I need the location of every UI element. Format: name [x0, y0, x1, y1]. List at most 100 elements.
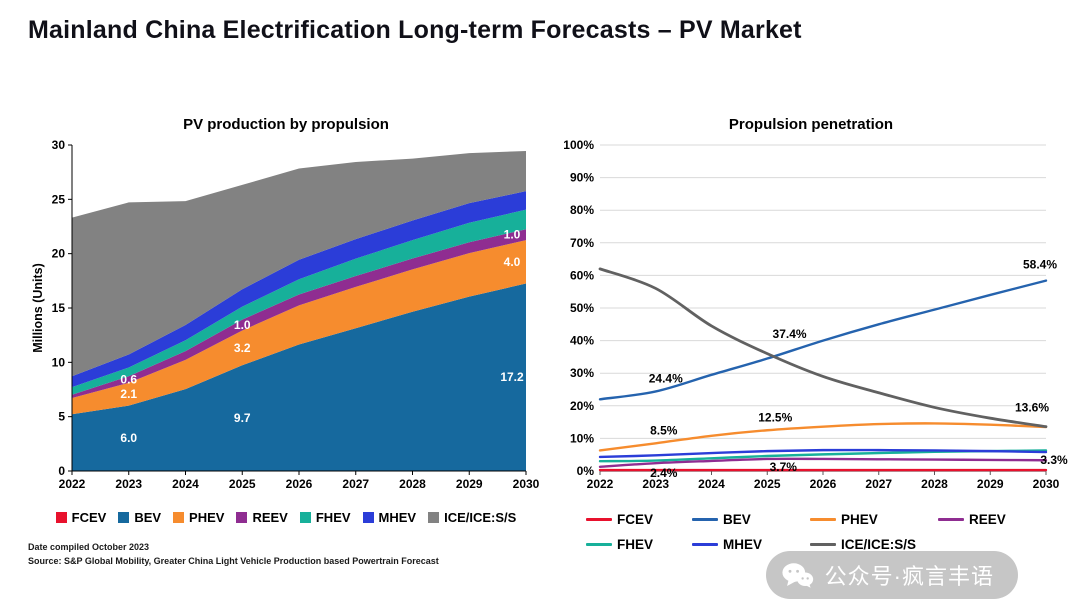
- annotation-13-6pct: 13.6%: [1015, 401, 1049, 415]
- legend-label-phev: PHEV: [841, 512, 878, 527]
- area-reev: [72, 229, 526, 398]
- svg-text:2028: 2028: [399, 477, 426, 491]
- legend-marker-reev: [938, 517, 964, 522]
- value-label-bev-2023: 6.0: [120, 431, 137, 445]
- svg-text:2027: 2027: [865, 477, 892, 491]
- annotation-3-7pct: 3.7%: [770, 460, 798, 474]
- footer-notes: Date compiled October 2023 Source: S&P G…: [28, 541, 439, 568]
- line-bev: [598, 279, 1048, 401]
- svg-text:2026: 2026: [810, 477, 837, 491]
- value-label-bev-2025: 9.7: [234, 411, 251, 425]
- annotation-3-3pct: 3.3%: [1040, 453, 1068, 467]
- pv-production-chart-panel: PV production by propulsion 0 5 10 15 20 25 30…: [30, 116, 542, 499]
- area-mhev: [72, 191, 526, 388]
- legend-marker-fcev: [55, 512, 67, 523]
- legend-item-reev: REEV: [938, 512, 1006, 527]
- legend-label-phev: PHEV: [189, 510, 225, 525]
- legend-item-mhev: MHEV: [692, 537, 810, 552]
- svg-text:2029: 2029: [456, 477, 483, 491]
- right-chart-legend: FCEV BEV PHEV REEV FHEV MHEV ICE/ICE:S/S: [586, 512, 1006, 552]
- legend-label-mhev: MHEV: [723, 537, 763, 552]
- legend-marker-phev: [173, 512, 185, 523]
- svg-text:50%: 50%: [570, 301, 594, 315]
- svg-text:10%: 10%: [570, 431, 594, 445]
- line-mhev: [598, 448, 1048, 459]
- legend-label-reev: REEV: [969, 512, 1006, 527]
- legend-marker-bev: [118, 512, 130, 523]
- legend-item-ice-ice-s-s: ICE/ICE:S/S: [810, 537, 938, 552]
- legend-marker-mhev: [362, 512, 374, 523]
- legend-item-bev: BEV: [118, 510, 161, 525]
- watermark-text: 公众号·疯言丰语: [824, 564, 994, 589]
- line-ice-ice-s-s: [598, 267, 1048, 429]
- legend-marker-fhev: [586, 542, 612, 547]
- area-fhev: [72, 209, 526, 395]
- legend-label-mhev: MHEV: [378, 510, 417, 525]
- legend-marker-fcev: [586, 517, 612, 522]
- legend-item-phev: PHEV: [173, 510, 224, 525]
- legend-label-fcev: FCEV: [71, 510, 107, 525]
- right-chart-title: Propulsion penetration: [728, 116, 894, 133]
- source-note: Source: S&P Global Mobility, Greater Chi…: [28, 555, 439, 566]
- svg-text:2030: 2030: [1033, 477, 1060, 491]
- legend-item-phev: PHEV: [810, 512, 938, 527]
- annotation-12-5pct: 12.5%: [758, 410, 792, 424]
- legend-item-ice-ice-s-s: ICE/ICE:S/S: [428, 510, 516, 525]
- svg-text:25: 25: [52, 192, 66, 206]
- legend-label-bev: BEV: [134, 510, 162, 525]
- propulsion-penetration-chart: 0% 10% 20% 30% 40% 50% 60% 70% 80% 90% 100% 2022 202…: [563, 138, 1068, 491]
- date-compiled-note: Date compiled October 2023: [28, 542, 150, 552]
- wechat-icon: [782, 562, 813, 588]
- svg-text:100%: 100%: [563, 138, 594, 152]
- left-chart-ylabel: Millions (Units): [31, 263, 45, 353]
- annotation-2-4pct: 2.4%: [650, 466, 678, 480]
- legend-item-reev: REEV: [236, 510, 288, 525]
- svg-text:15: 15: [52, 301, 66, 315]
- svg-text:0: 0: [58, 464, 65, 478]
- svg-text:40%: 40%: [570, 334, 594, 348]
- legend-marker-fhev: [299, 512, 311, 523]
- svg-text:80%: 80%: [570, 203, 594, 217]
- svg-text:2028: 2028: [921, 477, 948, 491]
- legend-marker-reev: [236, 512, 248, 523]
- svg-text:2024: 2024: [698, 477, 725, 491]
- legend-label-fhev: FHEV: [315, 510, 351, 525]
- svg-text:20%: 20%: [570, 399, 594, 413]
- left-chart-title: PV production by propulsion: [183, 116, 389, 133]
- legend-marker-ice-ice-s-s: [810, 542, 836, 547]
- svg-text:5: 5: [58, 410, 65, 424]
- svg-text:2029: 2029: [977, 477, 1004, 491]
- line-phev: [598, 422, 1048, 452]
- svg-text:2024: 2024: [172, 477, 199, 491]
- svg-text:2025: 2025: [754, 477, 781, 491]
- legend-item-fhev: FHEV: [299, 510, 351, 525]
- svg-text:20: 20: [52, 247, 66, 261]
- page-title: Mainland China Electrification Long-term…: [28, 16, 802, 44]
- svg-text:30%: 30%: [570, 366, 594, 380]
- svg-text:0%: 0%: [577, 464, 595, 478]
- legend-label-ice-ice-s-s: ICE/ICE:S/S: [841, 537, 917, 552]
- legend-label-fcev: FCEV: [617, 512, 654, 527]
- legend-marker-mhev: [692, 542, 718, 547]
- left-chart-legend: FCEV BEV PHEV REEV FHEV MHEV ICE/ICE:S/S: [30, 510, 542, 525]
- value-label-phev-2025: 3.2: [234, 341, 251, 355]
- legend-marker-bev: [692, 517, 718, 522]
- value-label-phev-2030: 4.0: [504, 255, 521, 269]
- svg-text:2022: 2022: [587, 477, 614, 491]
- legend-item-fcev: FCEV: [586, 512, 692, 527]
- legend-marker-phev: [810, 517, 836, 522]
- legend-label-bev: BEV: [723, 512, 751, 527]
- svg-text:60%: 60%: [570, 268, 594, 282]
- watermark-badge: 公众号·疯言丰语: [765, 551, 1018, 599]
- svg-text:30: 30: [52, 138, 66, 152]
- annotation-58-4pct: 58.4%: [1023, 258, 1057, 272]
- svg-text:2022: 2022: [59, 477, 86, 491]
- value-label-reev-2030: 1.0: [504, 228, 521, 242]
- annotation-24-4pct: 24.4%: [649, 371, 683, 385]
- legend-item-mhev: MHEV: [362, 510, 417, 525]
- legend-label-ice-ice-s-s: ICE/ICE:S/S: [444, 510, 517, 525]
- svg-text:2026: 2026: [286, 477, 313, 491]
- value-label-reev-2025: 1.0: [234, 318, 251, 332]
- value-label-bev-2030: 17.2: [500, 370, 524, 384]
